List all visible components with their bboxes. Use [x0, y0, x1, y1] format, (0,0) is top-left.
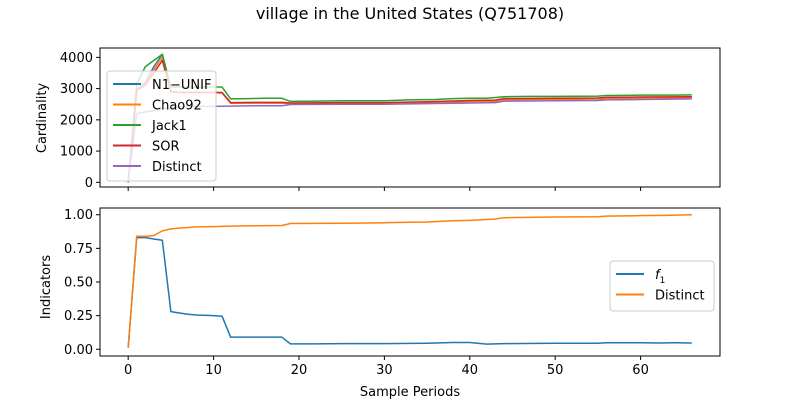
top-y-tick-label: 2000 [60, 113, 93, 128]
bottom-legend-label-1: Distinct [655, 289, 705, 304]
bottom-x-tick-label: 10 [205, 363, 222, 378]
bottom-y-axis-label: Indicators [39, 255, 54, 319]
top-legend-label-4: Distinct [152, 160, 202, 175]
top-legend-label-1: Chao92 [152, 99, 202, 114]
top-plot-frame [99, 47, 721, 188]
bottom-y-tick-label: 0.75 [64, 242, 93, 257]
top-y-tick-label: 0 [85, 176, 93, 191]
top-legend-label-3: SOR [152, 140, 180, 155]
top-legend-label-0: N1−UNIF [152, 78, 211, 93]
top-y-tick-label: 3000 [60, 82, 93, 97]
bottom-legend-label-0: f1 [655, 268, 665, 286]
top-series-line-3 [127, 59, 692, 183]
top-legend: N1−UNIF Chao92 Jack1 SOR Distinct [106, 70, 217, 182]
bottom-y-tick-label: 0.25 [64, 309, 93, 324]
bottom-x-tick-label: 60 [632, 363, 649, 378]
bottom-x-tick-label: 40 [462, 363, 479, 378]
top-panel: 0 1000 2000 3000 4000 Cardinality N1−UNIF Cha… [35, 47, 721, 191]
bottom-panel: 0.00 0.25 0.50 0.75 1.00 0 10 20 30 40 50 60 Indica… [39, 207, 721, 400]
bottom-x-tick-label: 30 [376, 363, 393, 378]
bottom-x-tick-label: 50 [547, 363, 564, 378]
bottom-y-tick-label: 0.00 [64, 343, 93, 358]
bottom-x-tick-label: 0 [124, 363, 132, 378]
bottom-y-tick-label: 1.00 [64, 208, 93, 223]
top-legend-label-2: Jack1 [151, 119, 187, 134]
bottom-y-tick-label: 0.50 [64, 276, 93, 291]
bottom-legend-frame [609, 260, 715, 312]
x-axis-label: Sample Periods [360, 385, 460, 400]
top-legend-frame [106, 70, 217, 182]
bottom-legend: f1 Distinct [609, 260, 715, 312]
top-y-tick-label: 4000 [60, 51, 93, 66]
bottom-series-line-1 [127, 213, 692, 348]
top-y-axis-label: Cardinality [35, 83, 50, 154]
bottom-series-line-0 [127, 236, 692, 348]
top-y-tick-label: 1000 [60, 145, 93, 160]
figure-title: village in the United States (Q751708) [256, 4, 564, 23]
bottom-x-tick-label: 20 [291, 363, 308, 378]
